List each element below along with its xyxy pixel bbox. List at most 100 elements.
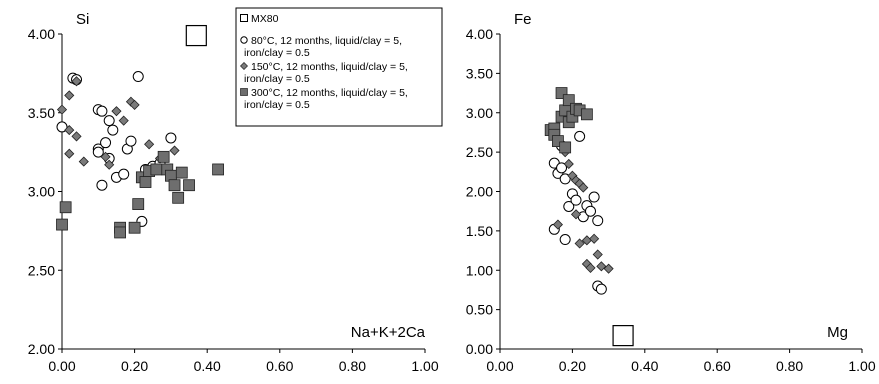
data-point xyxy=(612,325,634,347)
data-point xyxy=(555,87,568,99)
y-tick-label: 1.00 xyxy=(466,262,493,278)
series-square-open-large xyxy=(612,325,634,347)
legend-entry-label: 300°C, 12 months, liquid/clay = 5, iron/c… xyxy=(244,87,408,111)
data-point xyxy=(580,108,593,121)
chart-panel-2: 0.00 0.50 1.00 1.50 2.00 2.50 3.00 3.50 4.00 0.00… xyxy=(466,11,876,374)
y-tick-label: 2.00 xyxy=(28,341,55,357)
x-tick-label: 0.20 xyxy=(559,358,586,374)
data-point xyxy=(100,137,112,149)
series-square-filled xyxy=(56,150,224,239)
data-point xyxy=(128,221,141,234)
data-point xyxy=(165,132,177,144)
data-point xyxy=(78,156,89,167)
x-tick-label: 1.00 xyxy=(848,358,875,374)
legend-marker xyxy=(240,62,248,70)
y-tick-label: 0.50 xyxy=(466,302,493,318)
data-point xyxy=(589,233,600,244)
data-point xyxy=(64,125,75,136)
legend-entry-label: MX80 xyxy=(251,13,279,25)
data-point xyxy=(585,205,596,217)
x-tick-label: 1.00 xyxy=(411,358,438,374)
x-tick-label: 0.40 xyxy=(631,358,658,374)
data-point xyxy=(139,176,152,188)
legend: MX80 80°C, 12 months, liquid/clay = 5, iro… xyxy=(235,7,443,127)
data-point xyxy=(118,115,129,126)
data-point xyxy=(592,215,604,227)
data-point xyxy=(56,218,68,231)
y-tick-label: 2.00 xyxy=(466,184,493,200)
data-point xyxy=(71,76,82,87)
data-point xyxy=(96,105,108,117)
data-point xyxy=(596,261,607,272)
x-tick-label: 0.60 xyxy=(704,358,731,374)
y-tick-label: 4.00 xyxy=(466,26,493,42)
data-point xyxy=(114,226,126,239)
x-axis-label: Na+K+2Ca xyxy=(351,324,426,341)
y-tick-label: 3.50 xyxy=(466,65,493,81)
data-point xyxy=(64,148,75,159)
data-point xyxy=(132,71,144,83)
series-circle-open xyxy=(56,71,177,227)
data-point xyxy=(578,182,589,193)
data-point xyxy=(183,179,195,192)
y-tick-label: 3.00 xyxy=(28,184,55,200)
data-point xyxy=(592,249,603,260)
x-tick-label: 0.80 xyxy=(776,358,803,374)
data-point xyxy=(118,168,130,180)
y-tick-label: 3.00 xyxy=(466,105,493,121)
data-point xyxy=(563,200,575,212)
legend-entry-label: 150°C, 12 months, liquid/clay = 5, iron/c… xyxy=(244,61,408,85)
series-square-filled xyxy=(544,87,593,154)
data-point xyxy=(574,130,586,142)
data-point xyxy=(129,99,140,110)
data-point xyxy=(157,150,170,163)
legend-box xyxy=(235,7,443,127)
y-tick-label: 4.00 xyxy=(28,26,55,42)
legend-entry-label: 80°C, 12 months, liquid/clay = 5, iron/cl… xyxy=(244,35,402,59)
data-point xyxy=(125,135,137,147)
data-point xyxy=(71,131,82,142)
data-point xyxy=(172,191,185,204)
data-point xyxy=(111,106,122,117)
data-point xyxy=(132,198,145,211)
x-tick-label: 0.00 xyxy=(48,358,75,374)
data-point xyxy=(100,151,111,162)
data-point xyxy=(603,263,614,274)
y-tick-label: 1.50 xyxy=(466,223,493,239)
data-point xyxy=(169,145,180,156)
data-point xyxy=(562,94,575,107)
data-point xyxy=(96,179,108,191)
legend-marker xyxy=(240,14,248,22)
x-tick-label: 0.60 xyxy=(266,358,293,374)
data-point xyxy=(552,219,563,230)
y-tick-label: 3.50 xyxy=(28,105,55,121)
data-point xyxy=(559,141,572,154)
data-point xyxy=(563,158,574,170)
data-point xyxy=(585,262,596,273)
y-tick-label: 2.50 xyxy=(28,262,55,278)
data-point xyxy=(212,163,224,176)
data-point xyxy=(595,283,607,295)
data-point xyxy=(175,166,188,179)
data-point xyxy=(168,179,181,192)
y-axis-label: Si xyxy=(76,11,89,28)
y-tick-label: 0.00 xyxy=(466,341,493,357)
x-axis-label: Mg xyxy=(827,324,848,341)
data-point xyxy=(559,173,571,185)
x-tick-label: 0.40 xyxy=(194,358,221,374)
data-point xyxy=(185,24,207,47)
x-tick-label: 0.80 xyxy=(339,358,366,374)
data-point xyxy=(588,191,600,203)
data-point xyxy=(107,124,119,136)
legend-marker xyxy=(240,88,248,96)
data-point xyxy=(574,238,585,249)
data-point xyxy=(144,139,155,150)
data-point xyxy=(92,146,104,158)
x-tick-label: 0.00 xyxy=(486,358,513,374)
data-point xyxy=(570,194,582,206)
y-tick-label: 2.50 xyxy=(466,144,493,160)
data-point xyxy=(552,135,564,148)
data-point xyxy=(556,162,568,174)
x-tick-label: 0.20 xyxy=(121,358,148,374)
